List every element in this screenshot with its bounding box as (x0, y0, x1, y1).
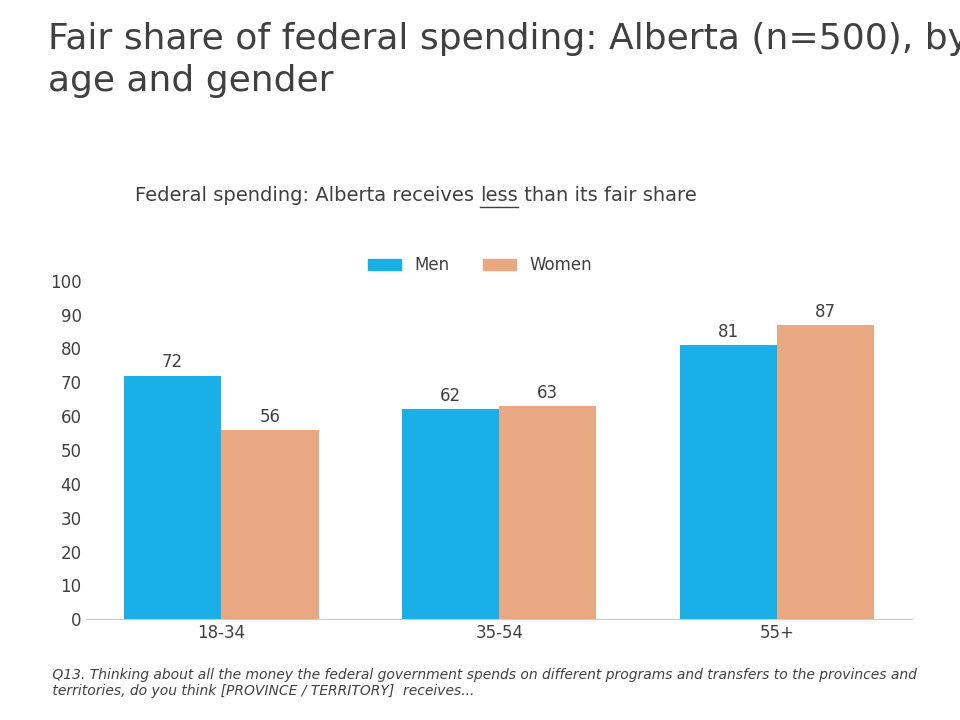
Text: than its fair share: than its fair share (517, 186, 697, 205)
Bar (680, 345, 778, 619)
Bar (124, 376, 221, 619)
Bar (221, 430, 319, 619)
Text: 63: 63 (538, 384, 559, 402)
Bar (402, 410, 499, 619)
Text: Q13. Thinking about all the money the federal government spends on different pro: Q13. Thinking about all the money the fe… (48, 668, 917, 698)
Text: Fair share of federal spending: Alberta (n=500), by
age and gender: Fair share of federal spending: Alberta … (48, 22, 960, 98)
Text: less: less (480, 186, 517, 205)
Text: 87: 87 (815, 302, 836, 320)
Bar (499, 406, 596, 619)
Bar (778, 325, 875, 619)
Text: Federal spending: Alberta receives: Federal spending: Alberta receives (134, 186, 480, 205)
Text: 72: 72 (162, 354, 183, 372)
Text: 81: 81 (718, 323, 739, 341)
Text: 62: 62 (440, 387, 461, 405)
Legend: Men, Women: Men, Women (361, 250, 599, 281)
Text: 56: 56 (259, 408, 280, 426)
